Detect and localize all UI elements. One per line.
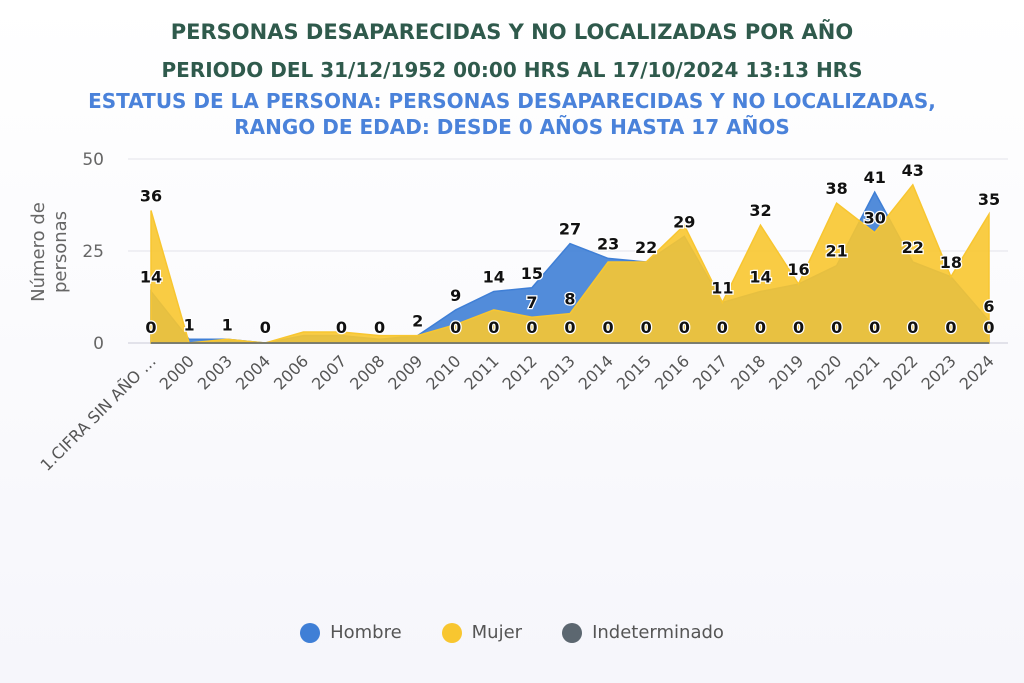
data-label: 9 — [450, 286, 461, 305]
x-tick-label: 2016 — [651, 351, 693, 393]
data-label: 23 — [597, 234, 619, 253]
y-axis-label-line-2: personas — [50, 211, 71, 293]
legend-label: Hombre — [330, 622, 402, 643]
data-label: 7 — [526, 293, 537, 312]
x-tick-label: 2009 — [384, 351, 426, 393]
data-label: 14 — [483, 267, 505, 286]
x-tick-label: 2006 — [270, 351, 312, 393]
data-label: 43 — [902, 161, 924, 180]
data-label: 29 — [673, 212, 695, 231]
legend-label: Mujer — [471, 622, 523, 643]
x-tick-label: 2015 — [613, 351, 655, 393]
data-label: 36 — [140, 187, 162, 206]
x-tick-label: 2003 — [194, 351, 236, 393]
x-tick-label: 2024 — [956, 351, 998, 393]
data-label: 0 — [336, 318, 347, 337]
legend-item-hombre[interactable]: Hombre — [300, 622, 402, 643]
data-label: 22 — [902, 238, 924, 257]
y-tick-label: 50 — [82, 150, 104, 170]
data-label: 0 — [945, 318, 956, 337]
series-area-mujer — [150, 183, 990, 344]
x-tick-label: 2012 — [499, 351, 541, 393]
chart-caption-line-1: ESTATUS DE LA PERSONA: PERSONAS DESAPARE… — [88, 89, 936, 113]
data-label: 0 — [755, 318, 766, 337]
data-label: 2 — [412, 312, 423, 331]
data-label: 0 — [260, 318, 271, 337]
legend-item-mujer[interactable]: Mujer — [441, 622, 523, 643]
x-tick-label: 2023 — [918, 351, 960, 393]
data-label: 11 — [711, 279, 733, 298]
data-label: 0 — [488, 318, 499, 337]
data-label: 0 — [793, 318, 804, 337]
x-tick-label: 2013 — [537, 351, 579, 393]
data-label: 0 — [603, 318, 614, 337]
data-label: 0 — [679, 318, 690, 337]
x-tick-label: 2017 — [689, 351, 731, 393]
data-label: 0 — [526, 318, 537, 337]
x-tick-label: 2021 — [841, 351, 883, 393]
data-label: 41 — [864, 168, 886, 187]
chart-subtitle: PERIODO DEL 31/12/1952 00:00 HRS AL 17/1… — [161, 58, 863, 82]
data-label: 18 — [940, 253, 962, 272]
chart-caption: ESTATUS DE LA PERSONA: PERSONAS DESAPARE… — [0, 88, 1024, 140]
legend-marker — [562, 622, 583, 643]
x-tick-label: 2011 — [460, 351, 502, 393]
x-tick-label: 2010 — [422, 351, 464, 393]
data-label: 32 — [749, 201, 771, 220]
data-label: 8 — [564, 290, 575, 309]
x-tick-label: 2020 — [803, 351, 845, 393]
data-label: 0 — [717, 318, 728, 337]
legend-marker — [441, 622, 462, 643]
legend-label: Indeterminado — [592, 622, 724, 643]
data-label: 6 — [983, 297, 994, 316]
data-label: 14 — [749, 267, 771, 286]
data-label: 14 — [140, 267, 162, 286]
data-label: 0 — [564, 318, 575, 337]
data-label: 38 — [826, 179, 848, 198]
data-label: 1 — [222, 315, 233, 334]
x-tick-label: 2007 — [308, 351, 350, 393]
legend-item-indeterminado[interactable]: Indeterminado — [562, 622, 724, 643]
data-label: 30 — [864, 209, 886, 228]
data-label: 0 — [983, 318, 994, 337]
y-axis-label-line-1: Número de — [28, 202, 49, 302]
legend-marker — [300, 622, 321, 643]
chart-title: PERSONAS DESAPARECIDAS Y NO LOCALIZADAS … — [170, 20, 854, 44]
data-label: 0 — [907, 318, 918, 337]
x-tick-label: 2019 — [765, 351, 807, 393]
data-label: 15 — [521, 264, 543, 283]
data-label: 16 — [787, 260, 809, 279]
x-tick-label: 2022 — [879, 351, 921, 393]
x-tick-label: 2008 — [346, 351, 388, 393]
data-label: 0 — [145, 318, 156, 337]
x-tick-label: 2018 — [727, 351, 769, 393]
data-label: 35 — [978, 190, 1000, 209]
x-tick-label: 2000 — [156, 351, 198, 393]
chart-caption-line-2: RANGO DE EDAD: DESDE 0 AÑOS HASTA 17 AÑO… — [234, 115, 790, 139]
data-label: 22 — [635, 238, 657, 257]
y-tick-label: 25 — [82, 242, 104, 262]
data-label: 1 — [184, 315, 195, 334]
data-label: 0 — [450, 318, 461, 337]
y-tick-label: 0 — [93, 334, 104, 354]
data-label: 0 — [869, 318, 880, 337]
x-tick-label: 2004 — [232, 351, 274, 393]
data-label: 21 — [826, 242, 848, 261]
data-label: 27 — [559, 220, 581, 239]
x-tick-label: 2014 — [575, 351, 617, 393]
data-label: 0 — [374, 318, 385, 337]
x-tick-label: 1.CIFRA SIN AÑO … — [37, 351, 160, 474]
data-label: 0 — [831, 318, 842, 337]
data-label: 0 — [641, 318, 652, 337]
chart-legend: Hombre Mujer Indeterminado — [0, 622, 1024, 643]
